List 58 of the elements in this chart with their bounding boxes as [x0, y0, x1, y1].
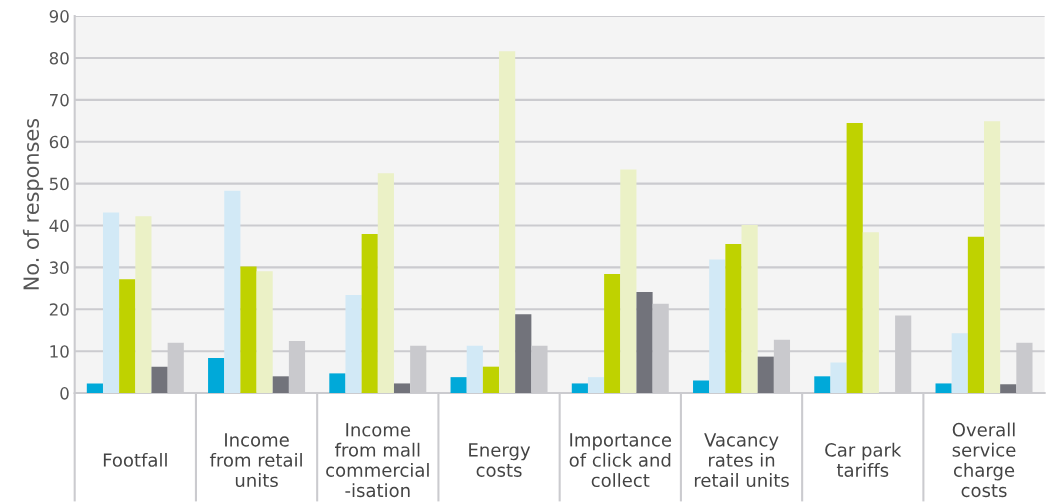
bar: [224, 190, 241, 394]
y-tick-label: 60: [49, 135, 69, 149]
bar: [329, 373, 346, 394]
bar: [151, 366, 168, 394]
bar: [86, 383, 103, 394]
bar: [119, 279, 136, 394]
bar: [862, 232, 879, 394]
y-tick-label: 10: [50, 345, 69, 358]
bar: [725, 243, 742, 394]
x-tick-label: Importance of click and collect: [569, 433, 672, 488]
bar: [604, 274, 621, 394]
bar: [814, 376, 831, 394]
bar: [361, 233, 378, 394]
bar: [935, 383, 952, 394]
bar: [102, 212, 120, 394]
x-tick-label: Income from mall commercial -isation: [326, 423, 429, 498]
bar: [393, 383, 411, 394]
y-tick-label: 50: [49, 177, 69, 191]
y-axis-title: No. of responses: [22, 118, 44, 290]
y-tick-label: 40: [49, 219, 69, 233]
y-tick-label: 70: [49, 93, 69, 107]
bar: [620, 169, 637, 394]
bar: [345, 295, 362, 394]
y-tick-label: 0: [60, 387, 69, 400]
y-tick-label: 80: [49, 51, 69, 65]
y-tick-label: 20: [49, 303, 69, 316]
x-tick-label: Income from retail units: [209, 433, 302, 488]
bar: [499, 51, 516, 394]
bar: [135, 216, 152, 394]
bar: [240, 266, 257, 394]
bar: [757, 356, 774, 394]
bar: [709, 259, 726, 394]
bar: [571, 383, 588, 394]
bar: [967, 236, 985, 394]
x-tick-label: Vacancy rates in retail units: [694, 433, 789, 488]
bar: [984, 121, 1001, 394]
bar: [256, 271, 273, 394]
x-tick-label: Footfall: [103, 452, 167, 467]
x-tick-label: Car park tariffs: [825, 442, 902, 477]
bar: [515, 314, 532, 394]
bar: [693, 380, 710, 394]
bar: [830, 362, 847, 394]
bar: [482, 366, 500, 394]
x-tick-label: Overall service charge costs: [952, 422, 1016, 498]
bar: [636, 292, 653, 394]
bar: [587, 377, 605, 394]
bar: [272, 376, 289, 394]
bar: [741, 225, 758, 394]
bar: [466, 345, 483, 394]
x-tick-label: Energy costs: [469, 443, 531, 477]
y-tick-label: 90: [49, 10, 69, 23]
bar: [951, 333, 968, 394]
bar: [846, 122, 863, 394]
bar: [208, 357, 225, 394]
bar: [377, 173, 394, 394]
y-tick-label: 30: [49, 261, 69, 274]
bar: [450, 377, 467, 394]
bar: [1000, 384, 1017, 394]
